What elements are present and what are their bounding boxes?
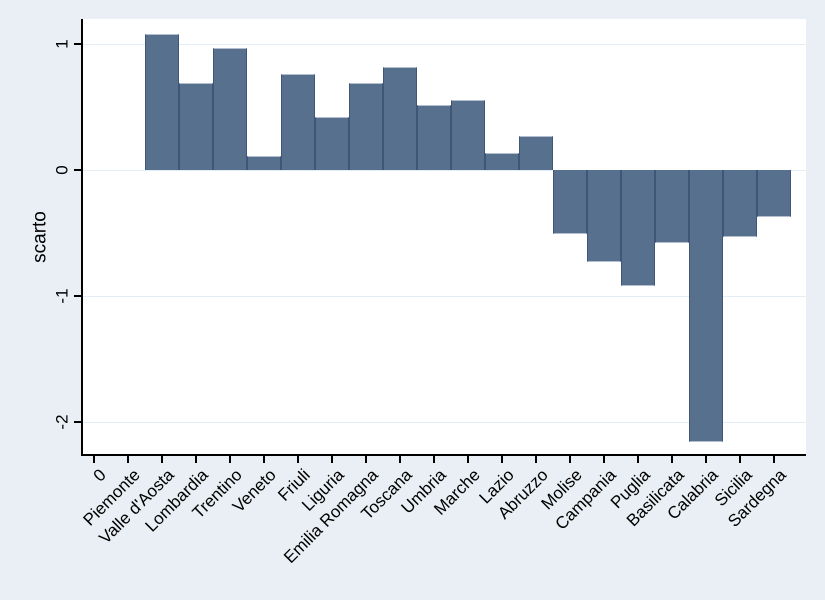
x-tick-piemonte [127,455,129,463]
x-tick-molise [569,455,571,463]
gridline-y-1 [82,43,806,45]
y-tick-label-0: 0 [52,165,72,175]
bar-abruzzo [519,136,553,171]
x-tick-sicilia [739,455,741,463]
gridline-y-0 [82,169,806,171]
bar-lazio [485,152,519,171]
bar-umbria [417,104,451,171]
bar-sardegna [757,170,791,217]
y-tick-1 [74,295,82,298]
bar-campania [587,170,621,263]
x-tick-marche [467,455,469,463]
y-tick-1 [74,43,82,46]
y-axis-line [81,19,83,456]
bar-lombardia [179,83,213,171]
gridline-y-2 [82,421,806,423]
gridline-y-1 [82,295,806,297]
bar-molise [553,170,587,235]
x-tick-lazio [501,455,503,463]
x-tick-calabria [705,455,707,463]
x-tick-veneto [263,455,265,463]
x-tick-umbria [433,455,435,463]
bar-valle-d-aosta [145,34,179,171]
bar-marche [451,99,485,171]
bar-basilicata [655,170,689,244]
bar-sicilia [723,170,757,237]
bar-emilia-romagna [349,83,383,171]
bar-friuli [281,74,315,171]
bar-liguria [315,117,349,171]
x-tick-friuli [297,455,299,463]
y-tick-0 [74,169,82,172]
x-tick-trentino [229,455,231,463]
x-tick-0 [93,455,95,463]
y-tick-label-2: -2 [52,414,72,430]
x-tick-sardegna [773,455,775,463]
bar-veneto [247,156,281,171]
x-tick-valle-d-aosta [161,455,163,463]
bar-trentino [213,48,247,171]
y-axis-title: scarto [29,211,51,263]
x-tick-basilicata [671,455,673,463]
x-tick-campania [603,455,605,463]
bar-toscana [383,66,417,171]
bar-calabria [689,170,723,443]
x-tick-lombardia [195,455,197,463]
x-axis-line [81,454,806,456]
x-tick-emilia-romagna [365,455,367,463]
x-tick-toscana [399,455,401,463]
y-tick-label-1: -1 [52,288,72,304]
y-tick-2 [74,421,82,424]
x-tick-liguria [331,455,333,463]
y-tick-label-1: 1 [52,39,72,49]
x-tick-puglia [637,455,639,463]
bar-puglia [621,170,655,287]
x-tick-abruzzo [535,455,537,463]
